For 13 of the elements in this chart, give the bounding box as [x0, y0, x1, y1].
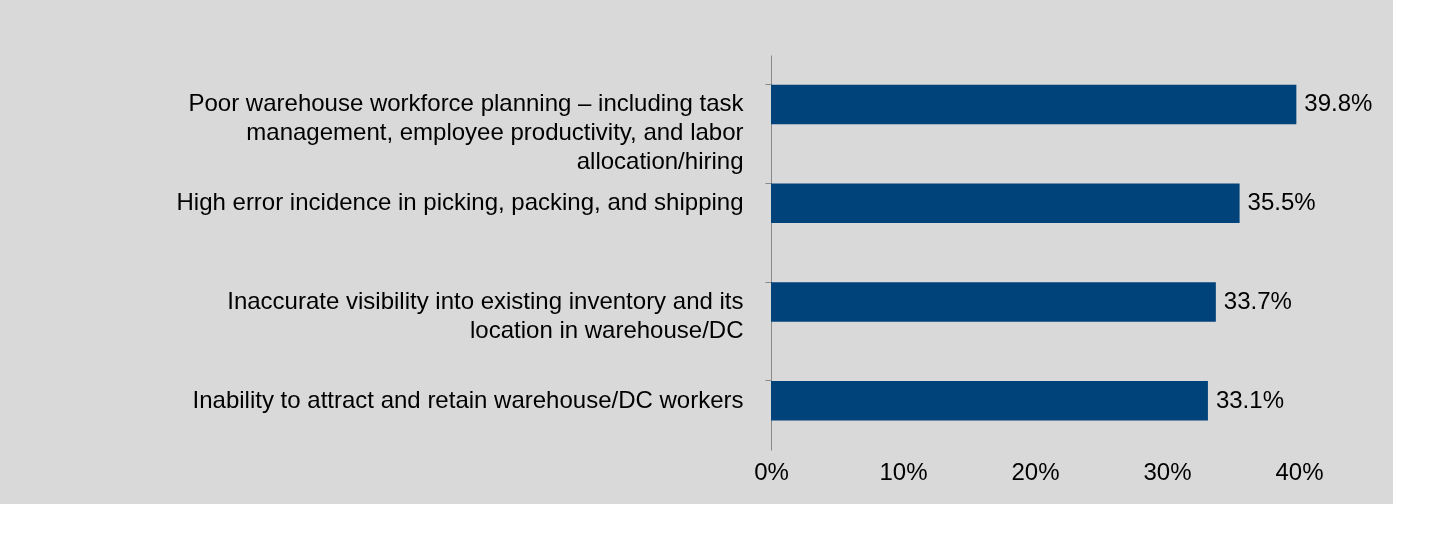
- x-tick-label: 40%: [1275, 457, 1324, 485]
- y-tick-label: High error incidence in picking, packing, and shipping: [176, 188, 744, 216]
- x-tick-label: 20%: [1011, 457, 1060, 485]
- x-tick-label: 0%: [754, 457, 789, 485]
- data-label: 33.7%: [1223, 286, 1292, 314]
- x-tick-label: 30%: [1143, 457, 1192, 485]
- data-label: 35.5%: [1247, 188, 1316, 216]
- x-tick-label: 10%: [879, 457, 928, 485]
- y-tick-label: Inability to attract and retain warehouse/DC workers: [192, 385, 744, 413]
- y-tick-label: Poor warehouse workforce planning – including task management, employee productivity, and labor allocation/hiring: [188, 89, 745, 175]
- y-tick-label: Inaccurate visibility into existing inventory and its location in warehouse/DC: [227, 286, 744, 343]
- data-label: 33.1%: [1215, 385, 1284, 413]
- data-label: 39.8%: [1304, 89, 1373, 117]
